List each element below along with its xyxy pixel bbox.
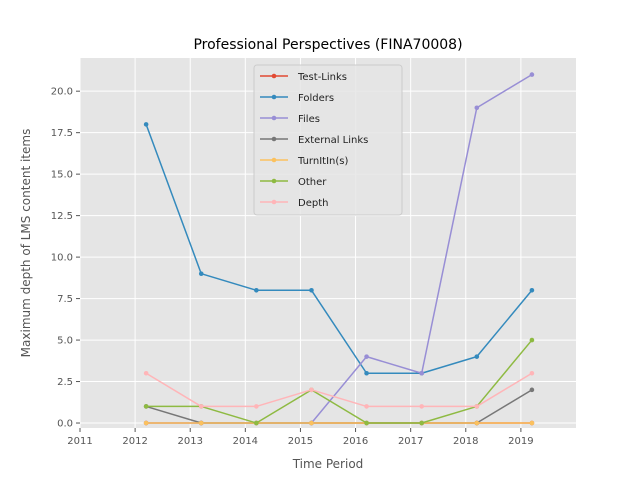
legend: Test-Links Folders Files External Links Turn… [253,64,403,216]
data-point [309,287,314,293]
data-point [198,404,204,409]
data-point [309,387,314,393]
legend-item: Other [260,177,327,188]
x-tick-label: 2015 [288,436,313,447]
x-tick-label: 2018 [453,436,478,447]
data-point [419,420,424,426]
y-tick-label: 17.5 [51,128,73,139]
data-point [364,370,369,376]
x-axis: 2011 2012 2013 2014 2015 2016 2017 2018 2019 [67,428,534,447]
data-point [474,404,480,409]
y-tick-label: 0.0 [57,419,73,430]
data-point [529,420,535,426]
data-point [419,404,424,409]
legend-marker [271,199,277,205]
data-point [474,105,480,111]
legend-item: Test-Links [260,72,347,83]
legend-label: Files [298,114,320,125]
x-tick-label: 2017 [398,436,423,447]
series-depth [143,370,535,409]
x-tick-label: 2016 [343,436,368,447]
data-point [529,72,535,77]
x-tick-label: 2012 [122,436,147,447]
legend-label: TurnItIn(s) [297,156,348,167]
data-point [254,420,259,426]
y-tick-label: 7.5 [57,294,73,305]
x-tick-label: 2014 [233,436,258,447]
data-point [364,354,369,359]
y-axis-title: Maximum depth of LMS content items [19,129,33,358]
x-axis-title: Time Period [292,457,364,471]
y-tick-label: 2.5 [57,377,73,388]
legend-item: TurnItIn(s) [260,156,348,167]
legend-item: Folders [260,93,334,104]
data-point [419,370,424,376]
chart-title: Professional Perspectives (FINA70008) [193,37,462,53]
data-point [143,370,149,376]
data-point [529,387,535,393]
data-point [364,404,369,409]
data-point [143,404,149,409]
legend-marker [271,136,277,142]
data-point [364,420,369,426]
y-tick-label: 10.0 [51,253,73,264]
data-point [254,287,259,293]
legend-marker [271,73,277,79]
legend-label: External Links [298,135,368,146]
data-point [143,420,149,426]
data-point [254,404,259,409]
legend-marker [271,115,277,121]
legend-marker [271,94,277,100]
data-point [529,337,535,343]
legend-label: Folders [298,93,334,104]
data-point [529,370,535,376]
data-point [474,354,480,359]
legend-label: Test-Links [297,72,347,83]
x-tick-label: 2011 [67,436,92,447]
data-point [309,420,314,426]
data-point [474,420,480,426]
data-point [529,287,535,293]
data-point [198,420,204,426]
series-line-depth [145,372,533,408]
series-line-folders [145,124,533,374]
data-point [198,271,204,276]
series-line-other [146,339,533,424]
y-tick-label: 12.5 [51,211,73,222]
y-tick-label: 20.0 [51,87,73,98]
y-tick-label: 15.0 [51,170,73,181]
series-lines [143,72,535,426]
data-point [143,122,149,127]
legend-item: Files [260,114,320,125]
x-tick-label: 2013 [177,436,202,447]
y-axis: 0.0 2.5 5.0 7.5 10.0 12.5 15.0 17.5 20.0 [51,87,80,430]
legend-label: Depth [298,198,328,209]
legend-item: External Links [260,135,368,146]
legend-item: Depth [260,198,328,209]
legend-box [253,64,403,216]
legend-marker [271,157,277,163]
legend-label: Other [298,177,327,188]
y-tick-label: 5.0 [57,336,73,347]
x-tick-label: 2019 [508,436,533,447]
legend-marker [271,178,277,184]
